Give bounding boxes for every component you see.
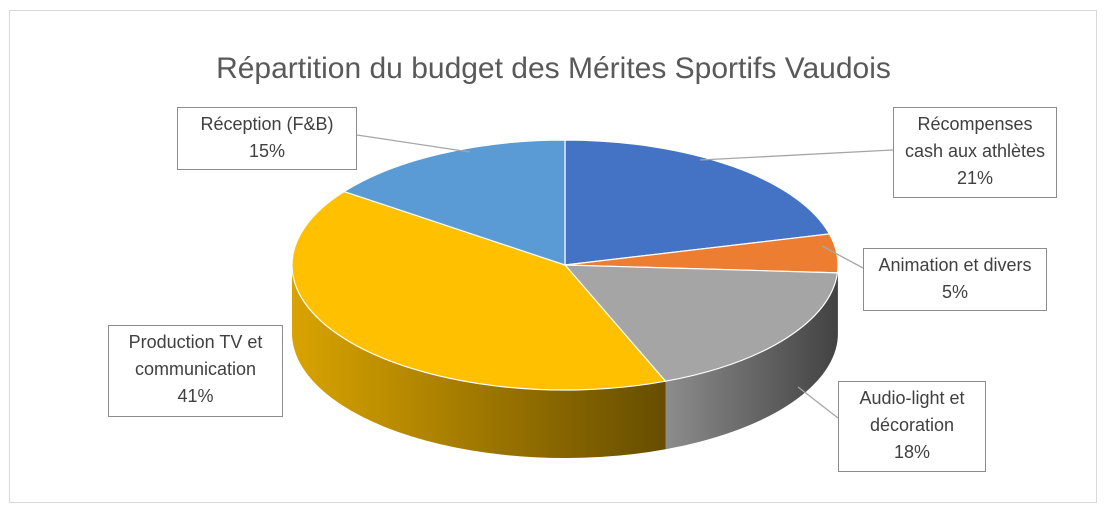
value-label: 15% [248,141,286,161]
category-label: Audio-light et décoration [859,388,965,435]
pie-slice [563,264,839,382]
category-label: Animation et divers [878,255,1032,275]
leader-line [356,134,471,153]
leader-line [797,386,839,419]
pie-slice [564,139,831,266]
chart-title: Répartition du budget des Mérites Sporti… [216,52,891,85]
data-label: Production TV et communication 41% [108,325,283,417]
category-label: Production TV et communication [128,332,263,379]
pie-side-shade [665,272,838,450]
pie-side-shade [292,265,666,458]
leader-line [821,245,864,269]
pie-slice [291,190,667,391]
data-label: Récompenses cash aux athlètes 21% [893,107,1057,198]
value-label: 5% [941,282,968,302]
value-label: 41% [177,386,214,406]
category-label: Récompenses cash aux athlètes [904,114,1046,161]
data-label: Audio-light et décoration 18% [838,381,986,472]
value-label: 21% [956,168,994,188]
value-label: 18% [893,442,931,462]
pie-slice [342,139,566,266]
category-label: Réception (F&B) [200,114,334,134]
pie-side-shade [837,265,838,341]
leader-line [699,149,894,161]
data-label: Réception (F&B) 15% [177,107,357,170]
data-label: Animation et divers 5% [863,248,1047,311]
